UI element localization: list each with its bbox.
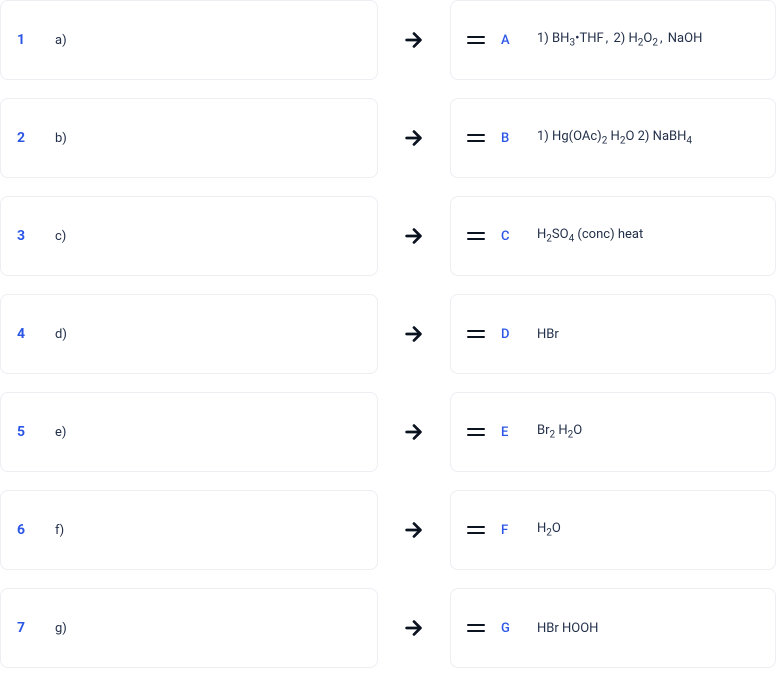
- left-card[interactable]: 4d): [0, 294, 378, 374]
- left-label: e): [45, 425, 66, 440]
- row-number: 6: [17, 522, 45, 538]
- arrow-cell: [378, 392, 450, 472]
- arrow-cell: [378, 588, 450, 668]
- answer-text: H2O: [537, 521, 561, 539]
- answer-text: HBr HOOH: [537, 621, 598, 636]
- drag-handle-icon[interactable]: [467, 428, 485, 436]
- matching-row: 2b) B1) Hg(OAc)2 H2O 2) NaBH4: [0, 98, 776, 178]
- matching-row: 6f) FH2O: [0, 490, 776, 570]
- arrow-cell: [378, 196, 450, 276]
- right-card[interactable]: FH2O: [450, 490, 776, 570]
- arrow-right-icon: [403, 225, 425, 247]
- right-card[interactable]: EBr2 H2O: [450, 392, 776, 472]
- drag-handle-icon[interactable]: [467, 134, 485, 142]
- left-card[interactable]: 1a): [0, 0, 378, 80]
- arrow-cell: [378, 98, 450, 178]
- row-number: 7: [17, 620, 45, 636]
- row-number: 5: [17, 424, 45, 440]
- matching-rows: 1a) A1) BH3•THF, 2) H2O2, NaOH 2b) B1) Hg(O…: [0, 0, 776, 686]
- matching-row: 4d) DHBr: [0, 294, 776, 374]
- left-label: a): [45, 33, 67, 48]
- matching-row: 1a) A1) BH3•THF, 2) H2O2, NaOH: [0, 0, 776, 80]
- answer-text: HBr: [537, 327, 559, 342]
- answer-letter: G: [501, 621, 537, 636]
- left-label: b): [45, 131, 67, 146]
- matching-row: 5e) EBr2 H2O: [0, 392, 776, 472]
- left-label: g): [45, 621, 67, 636]
- arrow-cell: [378, 294, 450, 374]
- arrow-cell: [378, 0, 450, 80]
- answer-letter: F: [501, 523, 537, 538]
- row-number: 2: [17, 130, 45, 146]
- answer-letter: E: [501, 425, 537, 440]
- row-number: 4: [17, 326, 45, 342]
- right-card[interactable]: A1) BH3•THF, 2) H2O2, NaOH: [450, 0, 776, 80]
- right-card[interactable]: B1) Hg(OAc)2 H2O 2) NaBH4: [450, 98, 776, 178]
- answer-letter: B: [501, 131, 537, 146]
- answer-letter: D: [501, 327, 537, 342]
- drag-handle-icon[interactable]: [467, 526, 485, 534]
- right-card[interactable]: DHBr: [450, 294, 776, 374]
- arrow-right-icon: [403, 519, 425, 541]
- left-card[interactable]: 3c): [0, 196, 378, 276]
- left-card[interactable]: 7g): [0, 588, 378, 668]
- left-card[interactable]: 6f): [0, 490, 378, 570]
- right-card[interactable]: GHBr HOOH: [450, 588, 776, 668]
- row-number: 1: [17, 32, 45, 48]
- matching-row: 3c) CH2SO4 (conc) heat: [0, 196, 776, 276]
- answer-text: H2SO4 (conc) heat: [537, 227, 643, 245]
- answer-letter: A: [501, 33, 537, 48]
- answer-text: 1) BH3•THF, 2) H2O2, NaOH: [537, 31, 702, 49]
- arrow-right-icon: [403, 323, 425, 345]
- arrow-right-icon: [403, 421, 425, 443]
- left-label: d): [45, 327, 67, 342]
- arrow-right-icon: [403, 617, 425, 639]
- answer-text: 1) Hg(OAc)2 H2O 2) NaBH4: [537, 129, 692, 147]
- drag-handle-icon[interactable]: [467, 330, 485, 338]
- left-card[interactable]: 5e): [0, 392, 378, 472]
- answer-text: Br2 H2O: [537, 423, 582, 441]
- left-label: f): [45, 523, 64, 538]
- answer-letter: C: [501, 229, 537, 244]
- drag-handle-icon[interactable]: [467, 36, 485, 44]
- left-label: c): [45, 229, 66, 244]
- matching-row: 7g) GHBr HOOH: [0, 588, 776, 668]
- left-card[interactable]: 2b): [0, 98, 378, 178]
- right-card[interactable]: CH2SO4 (conc) heat: [450, 196, 776, 276]
- drag-handle-icon[interactable]: [467, 232, 485, 240]
- drag-handle-icon[interactable]: [467, 624, 485, 632]
- arrow-right-icon: [403, 127, 425, 149]
- row-number: 3: [17, 228, 45, 244]
- arrow-right-icon: [403, 29, 425, 51]
- arrow-cell: [378, 490, 450, 570]
